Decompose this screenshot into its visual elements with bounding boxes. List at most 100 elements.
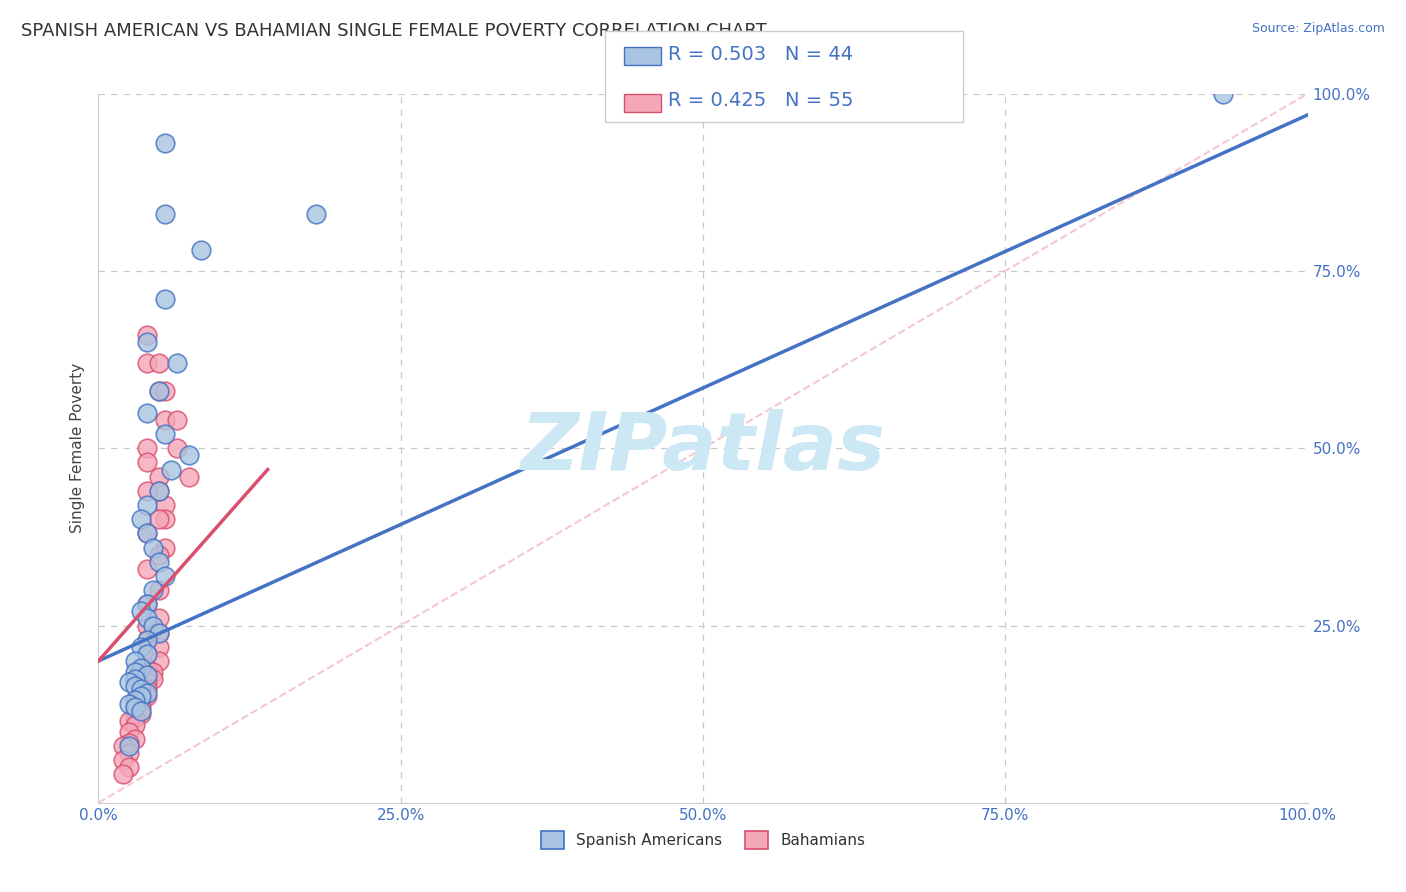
Point xyxy=(148,483,170,498)
Point xyxy=(179,469,201,483)
Point xyxy=(135,647,157,661)
Point xyxy=(305,207,328,221)
Point xyxy=(124,711,146,725)
Point xyxy=(135,327,157,342)
Point xyxy=(153,207,176,221)
Point xyxy=(135,498,157,512)
Point xyxy=(153,541,176,555)
Point xyxy=(148,548,170,562)
Point xyxy=(135,526,157,541)
Point xyxy=(148,384,170,399)
Point xyxy=(148,356,170,370)
Point xyxy=(135,597,157,611)
Point xyxy=(135,686,157,700)
Point xyxy=(118,739,141,753)
Point xyxy=(135,441,157,455)
Point xyxy=(118,746,141,760)
Point xyxy=(124,672,146,686)
Point xyxy=(129,707,152,722)
Point xyxy=(135,618,157,632)
Point xyxy=(118,735,141,749)
Point xyxy=(142,541,165,555)
Point xyxy=(153,384,176,399)
Point xyxy=(190,243,212,257)
Point xyxy=(135,668,157,682)
Point xyxy=(135,526,157,541)
Point xyxy=(153,512,176,526)
Point xyxy=(124,693,146,707)
Point xyxy=(160,462,183,476)
Point xyxy=(129,690,152,704)
Point xyxy=(1212,87,1234,101)
Point xyxy=(124,654,146,668)
Point xyxy=(153,413,176,427)
Point xyxy=(124,679,146,693)
Legend: Spanish Americans, Bahamians: Spanish Americans, Bahamians xyxy=(534,824,872,855)
Point xyxy=(124,665,146,679)
Point xyxy=(148,654,170,668)
Point xyxy=(129,640,152,654)
Point xyxy=(135,406,157,420)
Point xyxy=(129,679,152,693)
Point xyxy=(148,640,170,654)
Point xyxy=(135,682,157,697)
Point xyxy=(111,753,134,767)
Point xyxy=(124,700,146,714)
Point xyxy=(142,665,165,679)
Point xyxy=(135,562,157,576)
Text: Source: ZipAtlas.com: Source: ZipAtlas.com xyxy=(1251,22,1385,36)
Text: SPANISH AMERICAN VS BAHAMIAN SINGLE FEMALE POVERTY CORRELATION CHART: SPANISH AMERICAN VS BAHAMIAN SINGLE FEMA… xyxy=(21,22,766,40)
Point xyxy=(111,767,134,781)
Point xyxy=(135,334,157,349)
Point xyxy=(111,739,134,753)
Point xyxy=(118,714,141,729)
Point xyxy=(135,690,157,704)
Point xyxy=(166,413,188,427)
Point xyxy=(135,597,157,611)
Point xyxy=(129,604,152,618)
Point xyxy=(124,731,146,746)
Point xyxy=(135,661,157,675)
Text: R = 0.425   N = 55: R = 0.425 N = 55 xyxy=(668,91,853,111)
Point xyxy=(118,760,141,774)
Y-axis label: Single Female Poverty: Single Female Poverty xyxy=(69,363,84,533)
Point xyxy=(142,618,165,632)
Point xyxy=(118,697,141,711)
Point xyxy=(135,668,157,682)
Point xyxy=(124,718,146,732)
Point xyxy=(135,483,157,498)
Text: ZIPatlas: ZIPatlas xyxy=(520,409,886,487)
Point xyxy=(148,583,170,598)
Point xyxy=(148,555,170,569)
Point xyxy=(153,293,176,307)
Point xyxy=(153,136,176,151)
Point xyxy=(135,632,157,647)
Point xyxy=(129,686,152,700)
Point xyxy=(135,675,157,690)
Point xyxy=(166,441,188,455)
Point xyxy=(118,675,141,690)
Point xyxy=(135,611,157,625)
Point xyxy=(129,700,152,714)
Point xyxy=(148,625,170,640)
Point xyxy=(148,611,170,625)
Point xyxy=(166,356,188,370)
Point xyxy=(124,697,146,711)
Point xyxy=(179,448,201,462)
Point xyxy=(135,632,157,647)
Point xyxy=(135,356,157,370)
Point xyxy=(148,469,170,483)
Point xyxy=(135,647,157,661)
Point xyxy=(153,498,176,512)
Point xyxy=(129,682,152,697)
Point xyxy=(129,693,152,707)
Point xyxy=(142,583,165,598)
Point xyxy=(153,427,176,442)
Text: R = 0.503   N = 44: R = 0.503 N = 44 xyxy=(668,45,853,64)
Point xyxy=(148,384,170,399)
Point xyxy=(129,704,152,718)
Point xyxy=(153,569,176,583)
Point xyxy=(129,512,152,526)
Point xyxy=(135,455,157,469)
Point xyxy=(118,724,141,739)
